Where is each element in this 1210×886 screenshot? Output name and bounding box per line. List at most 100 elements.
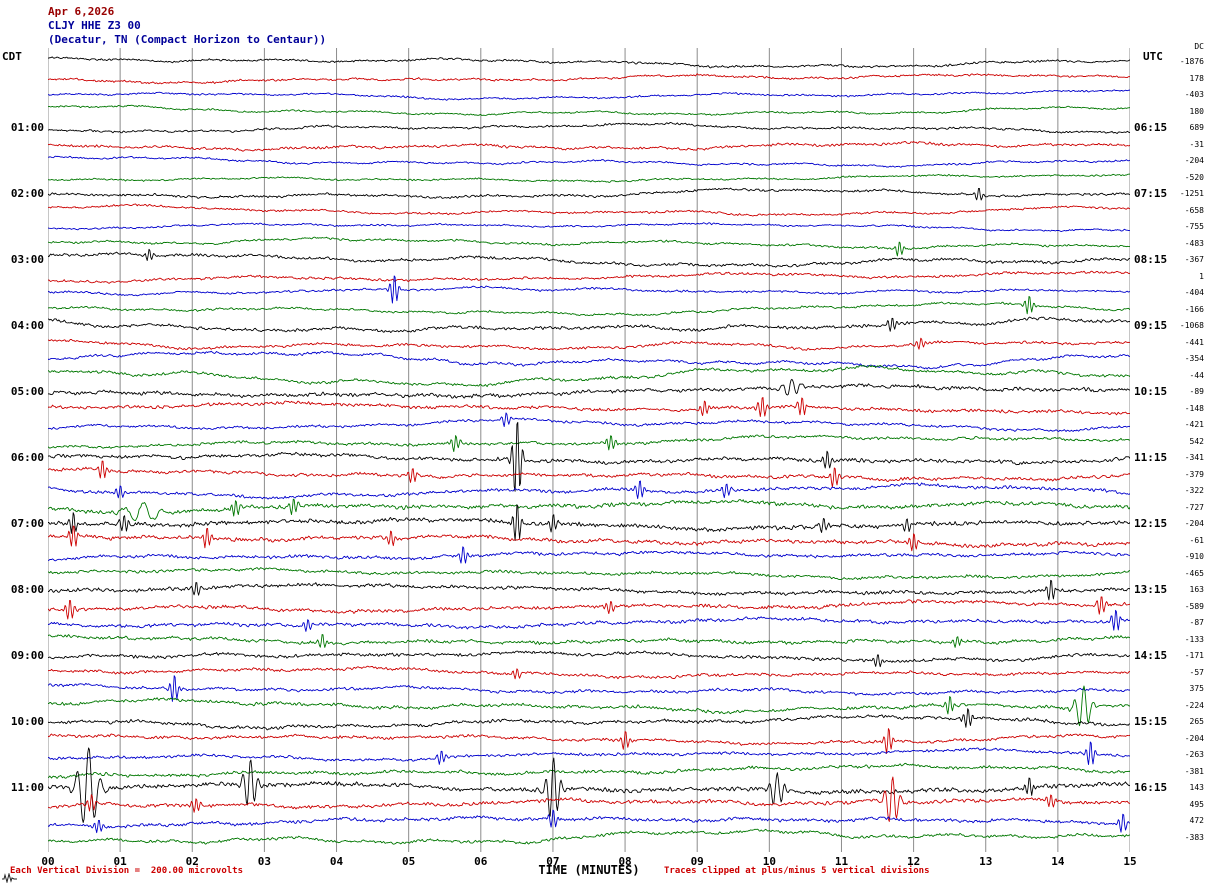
x-tick-label: 11 [834,855,849,868]
seismic-trace [47,762,1131,779]
left-time-label: 11:00 [10,781,44,794]
left-timezone-label: CDT [2,50,22,63]
dc-offset-value: -166 [1184,304,1204,314]
seismic-trace [47,350,1131,370]
seismic-trace [47,460,1131,488]
dc-offset-value: -1251 [1179,189,1204,198]
seismic-trace [48,56,1131,69]
x-tick-label: 08 [618,855,632,868]
seismic-trace [47,104,1131,116]
x-tick-label: 04 [329,855,344,868]
seismic-trace [47,248,1130,268]
right-time-label: 09:15 [1134,319,1168,332]
left-time-label: 04:00 [10,319,44,332]
dc-offset-value: -441 [1184,337,1204,347]
left-time-label: 06:00 [10,451,44,464]
dc-offset-value: -367 [1184,255,1204,264]
seismic-trace [47,275,1131,304]
dc-offset-value: -354 [1184,354,1204,363]
x-tick-label: 03 [257,855,272,868]
seismic-trace [47,203,1131,217]
seismic-trace [47,364,1131,388]
right-time-label: 13:15 [1134,583,1168,596]
traces-canvas [47,48,1131,852]
dc-offset-value: -263 [1184,750,1204,759]
seismic-trace [47,525,1131,552]
dc-offset-value: -31 [1189,139,1204,149]
seismic-trace [48,504,1131,541]
right-time-label: 07:15 [1134,187,1168,200]
dc-offset-value: 180 [1189,106,1204,116]
dc-column-header: DC [1194,42,1204,51]
dc-offset-value: 178 [1189,73,1204,83]
left-time-label: 02:00 [10,187,44,200]
seismic-trace [47,480,1131,500]
seismic-trace [47,650,1131,668]
header-location: (Decatur, TN (Compact Horizon to Centaur… [48,33,327,46]
seismic-trace [47,89,1131,101]
dc-offset-value: -224 [1184,700,1204,710]
dc-offset-value: -421 [1184,420,1204,429]
right-time-label: 06:15 [1134,121,1168,134]
dc-offset-value: -204 [1184,519,1204,528]
dc-offset-value: -341 [1184,453,1204,462]
right-time-label: 08:15 [1134,253,1168,266]
seismic-trace [47,173,1131,183]
seismic-trace [47,222,1130,232]
seismic-trace [47,498,1131,522]
dc-offset-value: -381 [1184,766,1204,776]
dc-offset-value: 689 [1189,123,1204,132]
x-tick-label: 13 [979,855,993,868]
seismic-trace [47,579,1131,601]
dc-offset-value: -727 [1184,502,1204,512]
header-station: CLJY HHE Z3 00 [48,19,141,32]
seismic-trace [47,412,1131,432]
right-time-label: 16:15 [1134,781,1168,794]
dc-offset-value: -589 [1184,601,1204,611]
dc-offset-value: -755 [1184,222,1204,231]
dc-offset-value: -87 [1189,618,1204,627]
seismic-trace [47,546,1131,564]
x-tick-label: 14 [1051,855,1065,868]
left-time-label: 09:00 [10,649,44,662]
seismic-trace [47,567,1131,580]
seismic-trace [47,634,1131,648]
x-tick-label: 06 [474,855,488,868]
seismic-trace [47,141,1131,152]
seismic-trace [47,187,1131,201]
header-date: Apr 6,2026 [48,5,115,18]
dc-offset-value: -44 [1189,370,1204,380]
x-tick-label: 00 [41,855,55,868]
seismic-trace [47,434,1130,453]
seismic-trace [48,741,1131,766]
right-time-label: 11:15 [1134,451,1168,464]
seismic-trace [47,665,1131,680]
left-time-label: 03:00 [10,253,44,266]
seismic-trace [47,609,1131,632]
left-time-label: 05:00 [10,385,44,398]
seismic-trace [47,316,1131,333]
left-time-label: 08:00 [10,583,44,596]
dc-offset-value: 495 [1189,799,1204,809]
right-time-label: 14:15 [1134,649,1168,662]
x-tick-label: 05 [402,855,416,868]
x-tick-label: 07 [546,855,560,868]
left-time-label: 01:00 [10,121,44,134]
dc-offset-value: -383 [1184,832,1204,842]
dc-offset-value: -89 [1189,387,1204,396]
x-tick-label: 01 [113,855,127,868]
dc-offset-value: -483 [1184,238,1204,248]
seismic-trace [47,809,1131,834]
x-axis-title: TIME (MINUTES) [538,863,640,877]
seismic-trace [47,596,1131,620]
seismic-trace [48,155,1131,168]
dc-offset-value: -204 [1184,733,1204,743]
clip-note: Traces clipped at plus/minus 5 vertical … [664,866,930,876]
left-time-label: 07:00 [10,517,44,530]
dc-offset-value: 265 [1189,717,1204,726]
dc-offset-value: -379 [1184,469,1204,479]
dc-offset-value: -404 [1184,288,1204,297]
dc-offset-value: -910 [1184,552,1204,561]
dc-offset-value: -148 [1184,403,1204,413]
